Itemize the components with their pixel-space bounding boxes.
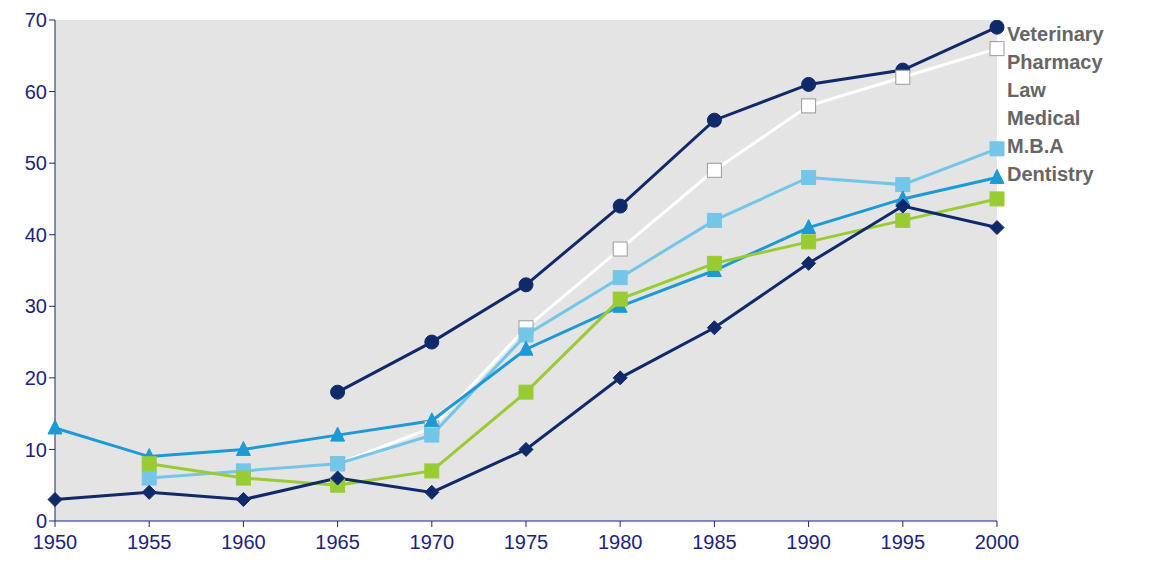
svg-text:60: 60: [25, 81, 47, 103]
html-text:Medical: Medical: [1007, 107, 1081, 129]
svg-text:1975: 1975: [504, 531, 549, 553]
html-text:Veterinary: Veterinary: [1007, 23, 1104, 45]
svg-text:2000: 2000: [975, 531, 1020, 553]
svg-text:1955: 1955: [127, 531, 172, 553]
svg-text:70: 70: [25, 9, 47, 31]
html-text:Law: Law: [1007, 79, 1046, 101]
svg-text:1985: 1985: [692, 531, 737, 553]
svg-text:20: 20: [25, 367, 47, 389]
svg-text:1990: 1990: [786, 531, 831, 553]
html-text:Pharmacy: Pharmacy: [1007, 51, 1103, 73]
svg-text:1960: 1960: [221, 531, 266, 553]
svg-text:1980: 1980: [598, 531, 643, 553]
svg-text:40: 40: [25, 224, 47, 246]
svg-text:1965: 1965: [315, 531, 360, 553]
svg-text:30: 30: [25, 295, 47, 317]
html-text:Dentistry: Dentistry: [1007, 163, 1094, 185]
svg-text:50: 50: [25, 152, 47, 174]
svg-text:1995: 1995: [881, 531, 926, 553]
svg-text:10: 10: [25, 439, 47, 461]
svg-text:1970: 1970: [410, 531, 455, 553]
svg-text:0: 0: [36, 510, 47, 532]
svg-text:1950: 1950: [33, 531, 78, 553]
html-text:M.B.A: M.B.A: [1007, 135, 1064, 157]
